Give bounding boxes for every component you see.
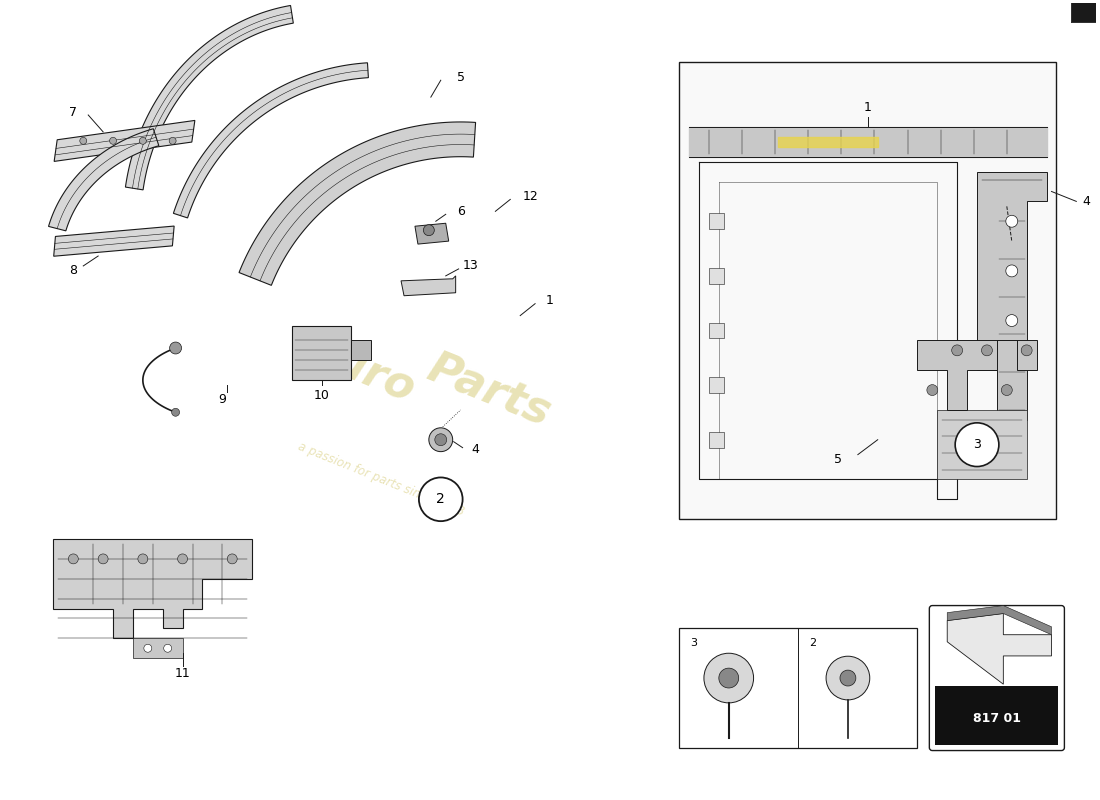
Circle shape: [1005, 215, 1018, 227]
Polygon shape: [947, 614, 1052, 684]
Polygon shape: [174, 62, 368, 218]
Circle shape: [704, 654, 754, 703]
Text: 1: 1: [546, 294, 554, 307]
Text: 6: 6: [456, 205, 464, 218]
Circle shape: [927, 385, 938, 395]
Bar: [708, 322, 724, 338]
Text: 2: 2: [810, 638, 816, 648]
Bar: [679, 629, 917, 747]
FancyBboxPatch shape: [930, 606, 1065, 750]
Text: a passion for parts since 1983: a passion for parts since 1983: [296, 440, 466, 519]
Polygon shape: [133, 638, 183, 658]
Polygon shape: [125, 6, 294, 190]
Circle shape: [177, 554, 187, 564]
Text: 8: 8: [69, 265, 77, 278]
Polygon shape: [917, 341, 1036, 410]
Circle shape: [68, 554, 78, 564]
Circle shape: [138, 554, 147, 564]
Text: 817 01: 817 01: [972, 712, 1021, 725]
Circle shape: [169, 138, 176, 144]
Text: 3: 3: [691, 638, 697, 648]
Circle shape: [164, 644, 172, 652]
Polygon shape: [937, 410, 1026, 479]
Circle shape: [952, 345, 962, 356]
Circle shape: [718, 668, 739, 688]
Polygon shape: [415, 223, 449, 244]
Text: 2: 2: [437, 492, 446, 506]
Text: 11: 11: [175, 666, 190, 679]
Circle shape: [228, 554, 238, 564]
Text: 3: 3: [974, 438, 981, 451]
Bar: [708, 432, 724, 448]
Text: 4: 4: [1082, 195, 1090, 208]
Circle shape: [955, 423, 999, 466]
Polygon shape: [402, 276, 455, 296]
Circle shape: [419, 478, 463, 521]
Polygon shape: [977, 171, 1046, 420]
Circle shape: [144, 644, 152, 652]
Polygon shape: [48, 129, 158, 231]
Circle shape: [429, 428, 453, 452]
Polygon shape: [947, 606, 1052, 634]
Circle shape: [169, 342, 182, 354]
Text: 1: 1: [864, 101, 871, 114]
Bar: [679, 62, 1056, 519]
Polygon shape: [1071, 0, 1100, 42]
Text: 10: 10: [314, 389, 330, 402]
Text: euro: euro: [299, 329, 421, 411]
Text: 5: 5: [456, 70, 464, 84]
Circle shape: [110, 138, 117, 144]
Text: 13: 13: [463, 259, 478, 273]
Circle shape: [826, 656, 870, 700]
Circle shape: [172, 408, 179, 416]
Circle shape: [1005, 265, 1018, 277]
Text: 9: 9: [219, 394, 227, 406]
Bar: [935, 686, 1058, 745]
Text: Parts: Parts: [421, 346, 557, 434]
Polygon shape: [292, 326, 351, 380]
Circle shape: [80, 138, 87, 144]
Polygon shape: [54, 539, 252, 638]
Polygon shape: [239, 122, 475, 286]
Text: 7: 7: [69, 106, 77, 118]
Bar: [708, 268, 724, 284]
Circle shape: [981, 345, 992, 356]
Circle shape: [840, 670, 856, 686]
Text: 5: 5: [834, 453, 842, 466]
Circle shape: [98, 554, 108, 564]
Circle shape: [140, 138, 146, 144]
Bar: [708, 377, 724, 393]
Circle shape: [434, 434, 447, 446]
Circle shape: [424, 225, 434, 236]
Bar: [708, 214, 724, 229]
Text: 4: 4: [472, 443, 480, 456]
Circle shape: [1021, 345, 1032, 356]
Polygon shape: [54, 121, 195, 162]
Circle shape: [1005, 314, 1018, 326]
Text: 12: 12: [522, 190, 538, 203]
Polygon shape: [351, 341, 372, 360]
Circle shape: [1001, 385, 1012, 395]
Polygon shape: [54, 226, 174, 256]
